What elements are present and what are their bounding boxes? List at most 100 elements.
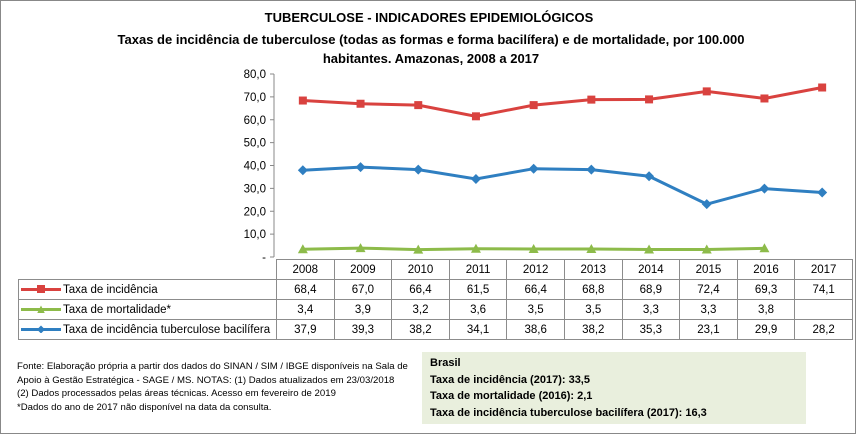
legend-label: Taxa de incidência bbox=[63, 283, 158, 296]
data-label: 67,0 bbox=[333, 279, 393, 300]
y-tick-label: 60,0 bbox=[244, 115, 266, 127]
data-point bbox=[644, 244, 655, 254]
table-row: Taxa de incidência 68,4 67,0 66,4 61,5 66,4 68… bbox=[18, 279, 853, 300]
data-point bbox=[414, 101, 423, 110]
y-tick-label: 10,0 bbox=[244, 229, 266, 241]
brasil-box: Brasil Taxa de incidência (2017): 33,5 T… bbox=[422, 352, 806, 424]
x-tick-label: 2015 bbox=[679, 259, 738, 280]
data-label: 38,2 bbox=[391, 319, 450, 340]
legend-triangle-icon bbox=[21, 304, 61, 314]
data-point bbox=[586, 243, 597, 253]
brasil-line: Taxa de incidência tuberculose bacilífer… bbox=[430, 406, 707, 419]
data-label: 61,5 bbox=[448, 279, 508, 300]
data-point bbox=[818, 83, 827, 92]
legend-diamond-icon bbox=[21, 324, 61, 334]
note-2: (2) Dados processados pelas áreas técnic… bbox=[17, 388, 336, 400]
data-label: 3,5 bbox=[563, 299, 623, 320]
note-3: *Dados do ano de 2017 não disponível na … bbox=[17, 401, 272, 413]
data-point bbox=[298, 96, 307, 105]
data-point bbox=[355, 243, 366, 253]
x-tick-label: 2009 bbox=[333, 259, 393, 280]
y-tick-label: 80,0 bbox=[244, 69, 266, 81]
data-label: 3,3 bbox=[621, 299, 681, 320]
data-point bbox=[297, 165, 308, 176]
x-tick-label: 2017 bbox=[794, 259, 853, 280]
data-label: 66,4 bbox=[506, 279, 565, 300]
legend-label: Taxa de mortalidade* bbox=[63, 303, 172, 316]
y-tick-label: 30,0 bbox=[244, 183, 266, 195]
x-tick-label: 2014 bbox=[621, 259, 681, 280]
data-label bbox=[794, 299, 853, 320]
data-label: 23,1 bbox=[679, 319, 738, 340]
data-point bbox=[470, 243, 481, 253]
series-line-0 bbox=[302, 86, 823, 118]
data-label: 68,9 bbox=[621, 279, 681, 300]
data-point bbox=[701, 199, 712, 210]
data-label: 29,9 bbox=[736, 319, 796, 340]
note-1: Fonte: Elaboração própria a partir dos d… bbox=[17, 361, 408, 386]
data-point bbox=[528, 163, 539, 174]
chart-subtitle: Taxas de incidência de tuberculose (toda… bbox=[117, 32, 745, 66]
data-point bbox=[702, 87, 711, 96]
data-point bbox=[528, 243, 539, 253]
data-label: 38,6 bbox=[506, 319, 565, 340]
data-point bbox=[586, 164, 597, 175]
y-tick-label: 70,0 bbox=[244, 92, 266, 104]
data-label: 28,2 bbox=[794, 319, 853, 340]
data-label: 3,8 bbox=[736, 299, 796, 320]
data-label: 72,4 bbox=[679, 279, 738, 300]
chart-title: TUBERCULOSE - INDICADORES EPIDEMIOLÓGICO… bbox=[264, 10, 594, 25]
data-label: 3,5 bbox=[506, 299, 565, 320]
data-label: 66,4 bbox=[391, 279, 450, 300]
data-point bbox=[644, 171, 655, 182]
data-point bbox=[759, 243, 770, 253]
data-label: 3,4 bbox=[276, 299, 335, 320]
data-label: 68,8 bbox=[563, 279, 623, 300]
data-point bbox=[413, 244, 424, 254]
x-tick-label: 2008 bbox=[276, 259, 335, 280]
data-point bbox=[471, 112, 480, 121]
x-tick-label: 2010 bbox=[391, 259, 450, 280]
data-point bbox=[760, 94, 769, 103]
brasil-line: Taxa de mortalidade (2016): 2,1 bbox=[430, 390, 593, 402]
data-point bbox=[297, 244, 308, 254]
data-point bbox=[529, 101, 538, 110]
data-label: 69,3 bbox=[736, 279, 796, 300]
data-point bbox=[759, 183, 770, 194]
table-row: Taxa de incidência tuberculose bacilífer… bbox=[18, 319, 853, 340]
source-notes: Fonte: Elaboração própria a partir dos d… bbox=[17, 360, 417, 414]
data-point bbox=[587, 95, 596, 104]
data-label: 3,9 bbox=[333, 299, 393, 320]
legend-square-icon bbox=[21, 284, 61, 294]
data-label: 74,1 bbox=[794, 279, 853, 300]
data-label: 3,2 bbox=[391, 299, 450, 320]
x-tick-label: 2012 bbox=[506, 259, 565, 280]
y-tick-label: 50,0 bbox=[244, 138, 266, 150]
data-label: 3,3 bbox=[679, 299, 738, 320]
table-corner bbox=[18, 259, 277, 280]
data-point bbox=[701, 244, 712, 254]
legend-entry: Taxa de incidência tuberculose bacilífer… bbox=[18, 319, 277, 340]
y-tick-label: - bbox=[262, 252, 266, 264]
data-label: 34,1 bbox=[448, 319, 508, 340]
brasil-heading: Brasil bbox=[430, 357, 461, 369]
data-label: 39,3 bbox=[333, 319, 393, 340]
data-point bbox=[355, 162, 366, 173]
data-point bbox=[817, 187, 828, 198]
legend-entry: Taxa de incidência bbox=[18, 279, 277, 300]
data-label: 35,3 bbox=[621, 319, 681, 340]
x-tick-label: 2016 bbox=[736, 259, 796, 280]
legend-label: Taxa de incidência tuberculose bacilífer… bbox=[63, 323, 271, 336]
data-point bbox=[413, 164, 424, 175]
brasil-line: Taxa de incidência (2017): 33,5 bbox=[430, 373, 590, 386]
series-line-2 bbox=[302, 165, 823, 206]
data-point bbox=[645, 95, 654, 104]
data-label: 68,4 bbox=[276, 279, 335, 300]
data-label: 3,6 bbox=[448, 299, 508, 320]
y-tick-label: 20,0 bbox=[244, 206, 266, 218]
data-point bbox=[356, 99, 365, 108]
data-table: 2008 2009 2010 2011 2012 2013 2014 2015 2016 2017… bbox=[18, 259, 853, 340]
data-label: 38,2 bbox=[563, 319, 623, 340]
